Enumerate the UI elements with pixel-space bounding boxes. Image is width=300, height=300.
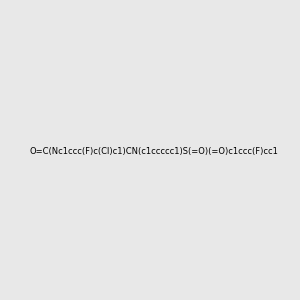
Text: O=C(Nc1ccc(F)c(Cl)c1)CN(c1ccccc1)S(=O)(=O)c1ccc(F)cc1: O=C(Nc1ccc(F)c(Cl)c1)CN(c1ccccc1)S(=O)(=… — [29, 147, 278, 156]
